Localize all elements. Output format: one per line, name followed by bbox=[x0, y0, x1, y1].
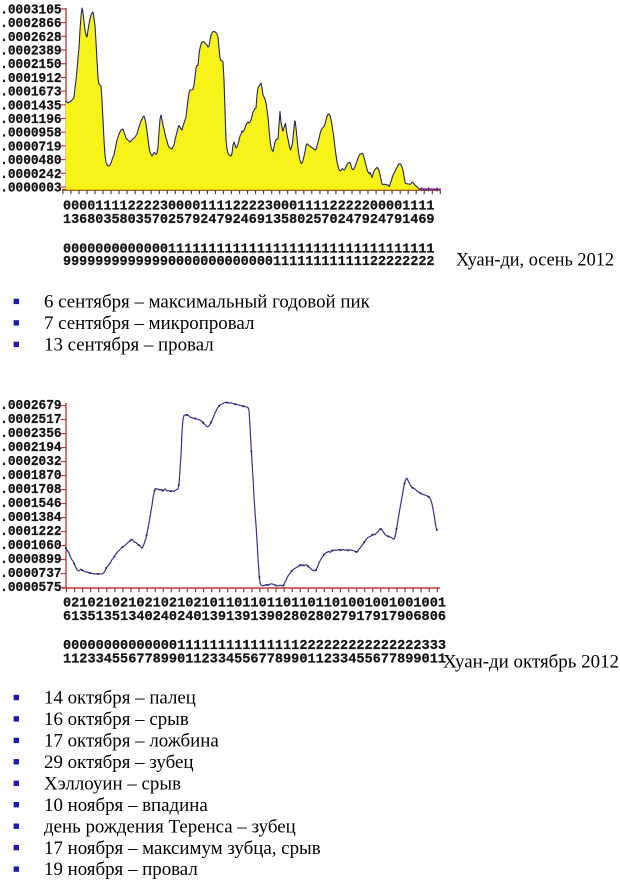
svg-text:000000000000001111111111111112: 0000000000000011111111111111122222222222… bbox=[63, 639, 446, 654]
svg-text:13 сентября – провал: 13 сентября – провал bbox=[44, 335, 214, 356]
svg-text:000011112222300001111222230001: 0000111122223000011112222300011112222200… bbox=[63, 199, 435, 214]
svg-text:19 ноября – провал: 19 ноября – провал bbox=[44, 859, 198, 880]
svg-text:.0000958: .0000958 bbox=[0, 127, 61, 142]
svg-text:.0002628: .0002628 bbox=[0, 31, 61, 46]
svg-text:17 ноября – максимум зубца, ср: 17 ноября – максимум зубца, срыв bbox=[44, 838, 321, 859]
svg-text:136803580357025792479246913580: 1368035803570257924792469135802570247924… bbox=[63, 213, 435, 228]
svg-text:613513513402402401391391390280: 6135135134024024013913913902802802791791… bbox=[63, 610, 446, 625]
svg-text:16 октября – срыв: 16 октября – срыв bbox=[44, 709, 189, 730]
svg-text:.0002679: .0002679 bbox=[0, 399, 61, 414]
svg-text:Хуан-ди октябрь 2012: Хуан-ди октябрь 2012 bbox=[443, 652, 619, 673]
svg-text:.0002866: .0002866 bbox=[0, 17, 61, 32]
svg-text:000000000000011111111111111111: 0000000000000111111111111111111111111111… bbox=[63, 242, 435, 257]
svg-text:.0002194: .0002194 bbox=[0, 441, 61, 456]
svg-text:.0001435: .0001435 bbox=[0, 99, 61, 114]
svg-text:.0000575: .0000575 bbox=[0, 581, 61, 596]
svg-text:.0001384: .0001384 bbox=[0, 511, 61, 526]
svg-text:.0000899: .0000899 bbox=[0, 553, 61, 568]
svg-text:6 сентября – максимальный годо: 6 сентября – максимальный годовой пик bbox=[44, 292, 371, 313]
svg-text:.0001222: .0001222 bbox=[0, 525, 61, 540]
svg-text:.0003105: .0003105 bbox=[0, 3, 61, 18]
svg-text:.0001912: .0001912 bbox=[0, 72, 61, 87]
svg-text:.0002389: .0002389 bbox=[0, 45, 61, 60]
svg-text:.0002356: .0002356 bbox=[0, 427, 61, 442]
svg-text:.0001546: .0001546 bbox=[0, 497, 61, 512]
svg-text:.0001196: .0001196 bbox=[0, 113, 61, 128]
svg-text:.0000242: .0000242 bbox=[0, 168, 61, 183]
svg-text:Хуан-ди, осень 2012: Хуан-ди, осень 2012 bbox=[456, 250, 614, 271]
svg-text:день рождения Теренса – зубец: день рождения Теренса – зубец bbox=[44, 816, 296, 837]
svg-text:.0001673: .0001673 bbox=[0, 86, 61, 101]
svg-text:.0001870: .0001870 bbox=[0, 469, 61, 484]
svg-text:021021021021021021011011011011: 0210210210210210210110110110110110100100… bbox=[63, 596, 446, 611]
svg-text:999999999999900000000000001111: 9999999999999000000000000011111111111122… bbox=[63, 255, 435, 270]
svg-text:112334556778990112334556778990: 1123345567789901123345567789901123345567… bbox=[63, 653, 446, 668]
svg-text:.0000003: .0000003 bbox=[0, 182, 61, 197]
svg-text:.0000719: .0000719 bbox=[0, 140, 61, 155]
svg-text:29 октября – зубец: 29 октября – зубец bbox=[44, 752, 193, 773]
svg-text:7 сентября – микропровал: 7 сентября – микропровал bbox=[44, 313, 254, 334]
svg-text:.0002150: .0002150 bbox=[0, 58, 61, 73]
svg-text:.0002517: .0002517 bbox=[0, 413, 61, 428]
svg-text:14 октября – палец: 14 октября – палец bbox=[44, 688, 196, 709]
svg-text:.0001708: .0001708 bbox=[0, 483, 61, 498]
svg-text:.0000737: .0000737 bbox=[0, 567, 61, 582]
svg-text:.0002032: .0002032 bbox=[0, 455, 61, 470]
svg-text:Хэллоуин – срыв: Хэллоуин – срыв bbox=[44, 773, 181, 794]
svg-text:.0001060: .0001060 bbox=[0, 539, 61, 554]
svg-text:.0000480: .0000480 bbox=[0, 154, 61, 169]
svg-text:10 ноября – впадина: 10 ноября – впадина bbox=[44, 795, 208, 816]
svg-text:17 октября – ложбина: 17 октября – ложбина bbox=[44, 731, 219, 752]
